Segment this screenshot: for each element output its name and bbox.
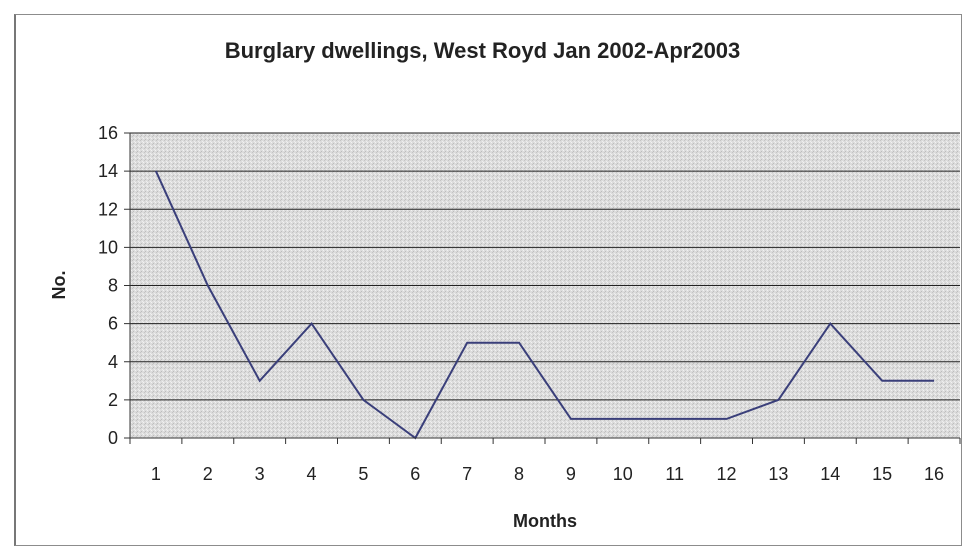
x-tick-label: 14 — [820, 464, 840, 484]
x-axis-label: Months — [513, 511, 577, 531]
x-tick-label: 13 — [768, 464, 788, 484]
x-tick-label: 4 — [307, 464, 317, 484]
x-tick-label: 16 — [924, 464, 944, 484]
chart-title: Burglary dwellings, West Royd Jan 2002-A… — [224, 38, 741, 63]
y-tick-label: 16 — [98, 123, 118, 143]
x-tick-label: 7 — [462, 464, 472, 484]
y-tick-label: 10 — [98, 237, 118, 257]
x-tick-label: 2 — [203, 464, 213, 484]
y-tick-label: 8 — [108, 276, 118, 296]
grid-lines — [130, 132, 960, 401]
x-tick-label: 12 — [717, 464, 737, 484]
y-axis-ticks: 0 2 4 6 8 10 12 14 16 — [98, 123, 130, 448]
x-tick-label: 6 — [410, 464, 420, 484]
y-tick-label: 0 — [108, 428, 118, 448]
y-tick-label: 14 — [98, 161, 118, 181]
x-tick-label: 1 — [151, 464, 161, 484]
x-tick-label: 8 — [514, 464, 524, 484]
y-tick-label: 2 — [108, 390, 118, 410]
x-tick-label: 5 — [358, 464, 368, 484]
x-tick-label: 11 — [665, 464, 684, 484]
x-tick-label: 15 — [872, 464, 892, 484]
y-tick-label: 6 — [108, 314, 118, 334]
x-tick-label: 3 — [255, 464, 265, 484]
x-tick-label: 10 — [613, 464, 633, 484]
y-tick-label: 4 — [108, 352, 118, 372]
x-axis-ticks: 1 2 3 4 5 6 7 8 9 10 11 12 13 14 15 16 — [129, 438, 961, 484]
series-line — [154, 170, 935, 440]
y-tick-label: 12 — [98, 199, 118, 219]
x-tick-label: 9 — [566, 464, 576, 484]
y-axis-label: No. — [49, 271, 69, 300]
